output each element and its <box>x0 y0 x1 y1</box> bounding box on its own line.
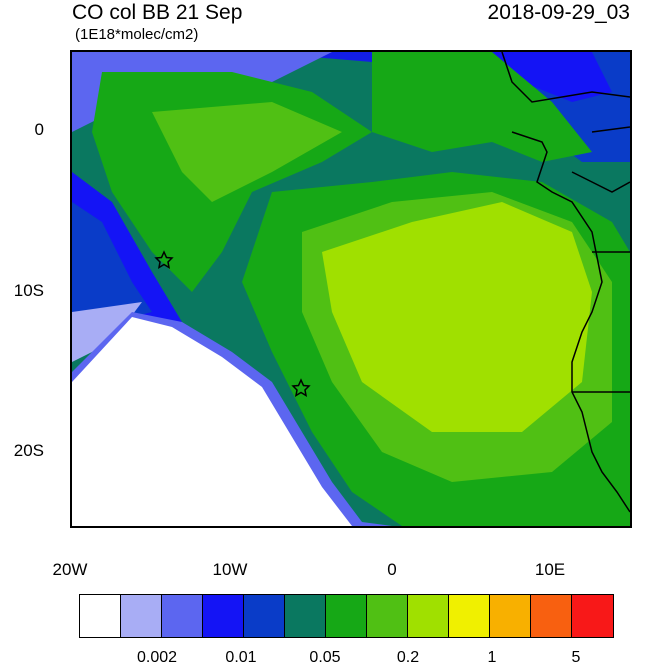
colorbar <box>79 594 614 638</box>
colorbar-swatch <box>80 595 121 637</box>
colorbar-swatch <box>326 595 367 637</box>
colorbar-swatch <box>408 595 449 637</box>
star-marker <box>154 250 174 269</box>
colorbar-label: 0.002 <box>136 649 178 666</box>
x-tick-label: 0 <box>387 560 397 579</box>
map-panel <box>70 50 632 528</box>
y-tick-label: 20S <box>13 441 44 460</box>
colorbar-swatch <box>162 595 203 637</box>
colorbar-swatch <box>531 595 572 637</box>
star-marker <box>291 378 311 397</box>
colorbar-swatch <box>449 595 490 637</box>
colorbar-swatch <box>285 595 326 637</box>
colorbar-label: 0.2 <box>396 649 420 666</box>
y-tick-label: 0 <box>34 120 44 139</box>
x-tick-label: 10E <box>534 560 566 579</box>
colorbar-swatch <box>244 595 285 637</box>
colorbar-label: 0.01 <box>225 649 257 666</box>
units-label: (1E18*molec/cm2) <box>75 26 199 43</box>
x-tick-label: 10W <box>212 560 248 579</box>
colorbar-swatch <box>367 595 408 637</box>
colorbar-swatch <box>203 595 244 637</box>
colorbar-swatch <box>121 595 162 637</box>
colorbar-swatch <box>490 595 531 637</box>
datetime-label: 2018-09-29_03 <box>487 1 630 24</box>
y-tick-label: 10S <box>13 281 44 300</box>
colorbar-swatch <box>572 595 613 637</box>
colorbar-label: 1 <box>487 649 497 666</box>
x-tick-label: 20W <box>52 560 88 579</box>
map-title: CO col BB 21 Sep <box>72 1 243 24</box>
map-canvas <box>72 52 630 526</box>
colorbar-label: 0.05 <box>309 649 341 666</box>
colorbar-label: 5 <box>571 649 581 666</box>
